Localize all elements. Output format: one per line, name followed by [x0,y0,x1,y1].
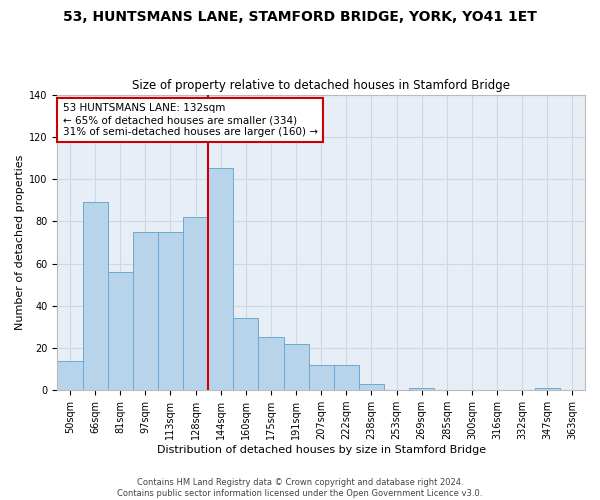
Bar [133,232,158,390]
Bar [158,232,183,390]
Bar [359,384,384,390]
Text: 53 HUNTSMANS LANE: 132sqm
← 65% of detached houses are smaller (334)
31% of semi: 53 HUNTSMANS LANE: 132sqm ← 65% of detac… [62,104,317,136]
Bar [208,168,233,390]
Text: Contains HM Land Registry data © Crown copyright and database right 2024.
Contai: Contains HM Land Registry data © Crown c… [118,478,482,498]
Bar [233,318,259,390]
Bar [183,217,208,390]
Bar [409,388,434,390]
Bar [334,365,359,390]
Bar [284,344,308,390]
Bar [83,202,107,390]
Text: 53, HUNTSMANS LANE, STAMFORD BRIDGE, YORK, YO41 1ET: 53, HUNTSMANS LANE, STAMFORD BRIDGE, YOR… [63,10,537,24]
Bar [107,272,133,390]
Bar [259,338,284,390]
Bar [58,360,83,390]
Title: Size of property relative to detached houses in Stamford Bridge: Size of property relative to detached ho… [132,79,510,92]
Y-axis label: Number of detached properties: Number of detached properties [15,154,25,330]
X-axis label: Distribution of detached houses by size in Stamford Bridge: Distribution of detached houses by size … [157,445,486,455]
Bar [535,388,560,390]
Bar [308,365,334,390]
